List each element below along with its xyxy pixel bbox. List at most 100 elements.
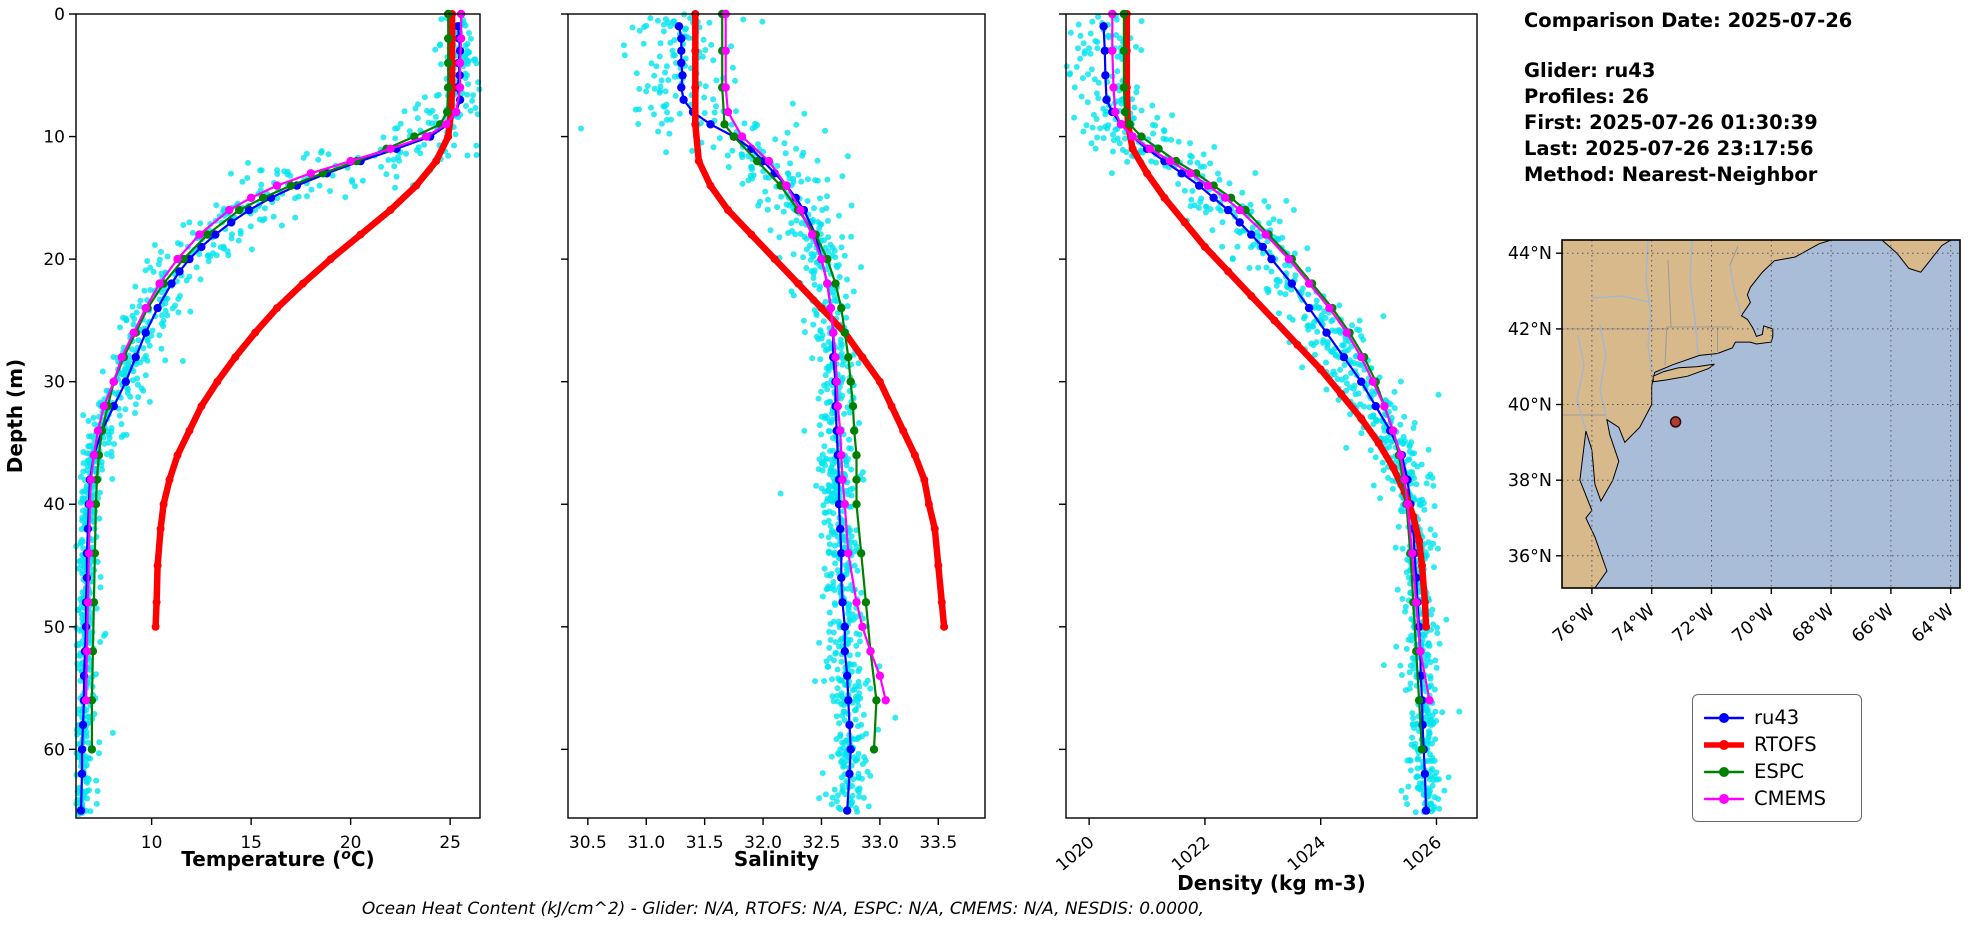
- map-land: [1561, 239, 1953, 589]
- x-tick-label: 30.5: [569, 833, 607, 853]
- CMEMS-series: [721, 9, 890, 705]
- map-gridlines: [1562, 240, 1960, 588]
- x-tick-label: 1022: [1168, 833, 1214, 876]
- RTOFS-series: [151, 10, 457, 631]
- x-tick-label: 15: [240, 833, 262, 853]
- legend-item-cmems: CMEMS: [1704, 785, 1847, 812]
- salinity-plot-frame: [567, 13, 986, 819]
- method: Method: Nearest-Neighbor: [1524, 163, 1818, 186]
- legend-label: RTOFS: [1754, 733, 1817, 756]
- legend-item-espc: ESPC: [1704, 758, 1847, 785]
- border-line: [1664, 326, 1668, 366]
- ru43-legend-marker: [1704, 712, 1744, 723]
- legend-item-ru43: ru43: [1704, 704, 1847, 731]
- x-tick-label: 1026: [1400, 833, 1446, 876]
- x-tick-label: 10: [141, 833, 163, 853]
- legend-label: CMEMS: [1754, 787, 1826, 810]
- x-tick-label: 31.5: [686, 833, 724, 853]
- x-tick-label: 32.0: [744, 833, 782, 853]
- salinity-profile-plot: 30.5 31.0 31.5 32.0 32.5 33.0 33.5 Salinity: [561, 9, 986, 871]
- river-line: [1645, 239, 1653, 374]
- y-tick-label: 60: [43, 740, 65, 760]
- y-tick-label: 40: [43, 495, 65, 515]
- ESPC-series: [718, 9, 881, 754]
- glider-name: Glider: ru43: [1524, 59, 1656, 82]
- x-tick-label: 33.0: [861, 833, 899, 853]
- ESPC-series: [1119, 9, 1427, 754]
- lon-tick-label: 74°W: [1609, 601, 1659, 647]
- x-tick-label: 33.5: [919, 833, 957, 853]
- first-profile-time: First: 2025-07-26 01:30:39: [1524, 111, 1818, 134]
- temperature-axis-label: Temperature (oC): [181, 847, 374, 871]
- nova-scotia: [1880, 239, 1953, 273]
- last-profile-time: Last: 2025-07-26 23:17:56: [1524, 137, 1814, 160]
- glider-raw-points: [73, 15, 483, 817]
- CMEMS-series: [1108, 9, 1434, 705]
- CMEMS-line: [1111, 12, 1431, 702]
- long-island: [1652, 363, 1715, 383]
- density-plot-frame: [1065, 13, 1478, 819]
- y-tick-label: 30: [43, 373, 65, 393]
- CMEMS-series: [81, 9, 466, 705]
- lon-tick-label: 72°W: [1669, 601, 1719, 647]
- CMEMS-line: [724, 12, 887, 702]
- x-tick-label: 1024: [1284, 833, 1330, 876]
- depth-axis-label: Depth (m): [3, 359, 27, 473]
- map-lat-labels: 44°N 42°N 40°N 38°N 36°N: [1508, 244, 1552, 567]
- mainland-coastline: [1561, 239, 1832, 589]
- temperature-plot-frame: [75, 13, 481, 819]
- glider-raw-points: [1063, 12, 1463, 816]
- rtofs-legend-marker: [1704, 739, 1744, 750]
- RTOFS-line: [152, 10, 456, 631]
- x-tick-label: 20: [340, 833, 362, 853]
- legend-label: ru43: [1754, 706, 1800, 729]
- y-tick-label: 20: [43, 250, 65, 270]
- x-tick-label: 1020: [1052, 833, 1098, 876]
- legend: ru43 RTOFS ESPC CMEMS: [1692, 694, 1862, 822]
- density-axis-label: Density (kg m-3): [1177, 871, 1366, 895]
- legend-label: ESPC: [1754, 760, 1805, 783]
- river-line: [1576, 334, 1587, 432]
- legend-item-rtofs: RTOFS: [1704, 731, 1847, 758]
- RTOFS-line: [1123, 10, 1430, 631]
- lat-tick-label: 44°N: [1508, 244, 1552, 264]
- lon-tick-label: 68°W: [1788, 601, 1838, 647]
- lat-tick-label: 42°N: [1508, 320, 1552, 340]
- lat-tick-label: 38°N: [1508, 471, 1552, 491]
- map-lon-labels: 76°W 74°W 72°W 70°W 68°W 66°W 64°W: [1549, 601, 1958, 647]
- river-line: [1591, 295, 1650, 303]
- x-tick-label: 31.0: [627, 833, 665, 853]
- y-tick-label: 50: [43, 618, 65, 638]
- temperature-profile-plot: 0 10 20 30 40 50 60 10 15 20 25 Temperature (oC) Dep…: [3, 5, 483, 871]
- salinity-axis-label: Salinity: [734, 847, 819, 871]
- lon-tick-label: 70°W: [1729, 601, 1779, 647]
- RTOFS-series: [1122, 10, 1431, 631]
- border-line: [1729, 245, 1739, 266]
- cmems-legend-marker: [1704, 793, 1744, 804]
- info-spacer: [1524, 34, 1852, 58]
- lon-tick-label: 76°W: [1549, 601, 1599, 647]
- glider-location-marker: [1669, 416, 1682, 428]
- y-tick-label: 10: [43, 128, 65, 148]
- location-map: 44°N 42°N 40°N 38°N 36°N 76°W 74°W 72°W …: [1508, 239, 1961, 647]
- river-line: [1689, 239, 1699, 355]
- map-frame: [1561, 239, 1961, 589]
- y-tick-label: 0: [54, 5, 65, 25]
- map-ticks: [1556, 252, 1952, 594]
- ocean-heat-content-caption: Ocean Heat Content (kJ/cm^2) - Glider: N…: [361, 899, 1205, 919]
- info-panel: Comparison Date: 2025-07-26 Glider: ru43…: [1524, 8, 1852, 188]
- profiles-count: Profiles: 26: [1524, 85, 1649, 108]
- ESPC-series: [87, 9, 453, 754]
- comparison-date: Comparison Date: 2025-07-26: [1524, 9, 1853, 32]
- lat-tick-label: 40°N: [1508, 396, 1552, 416]
- x-tick-label: 32.5: [803, 833, 841, 853]
- river-line: [1729, 264, 1743, 316]
- lon-tick-label: 64°W: [1908, 601, 1958, 647]
- ESPC-line: [90, 12, 450, 751]
- density-profile-plot: 1020 1022 1024 1026 Density (kg m-3): [1052, 9, 1478, 895]
- border-line: [1667, 259, 1672, 328]
- lon-tick-label: 66°W: [1848, 601, 1898, 647]
- x-tick-label: 25: [439, 833, 461, 853]
